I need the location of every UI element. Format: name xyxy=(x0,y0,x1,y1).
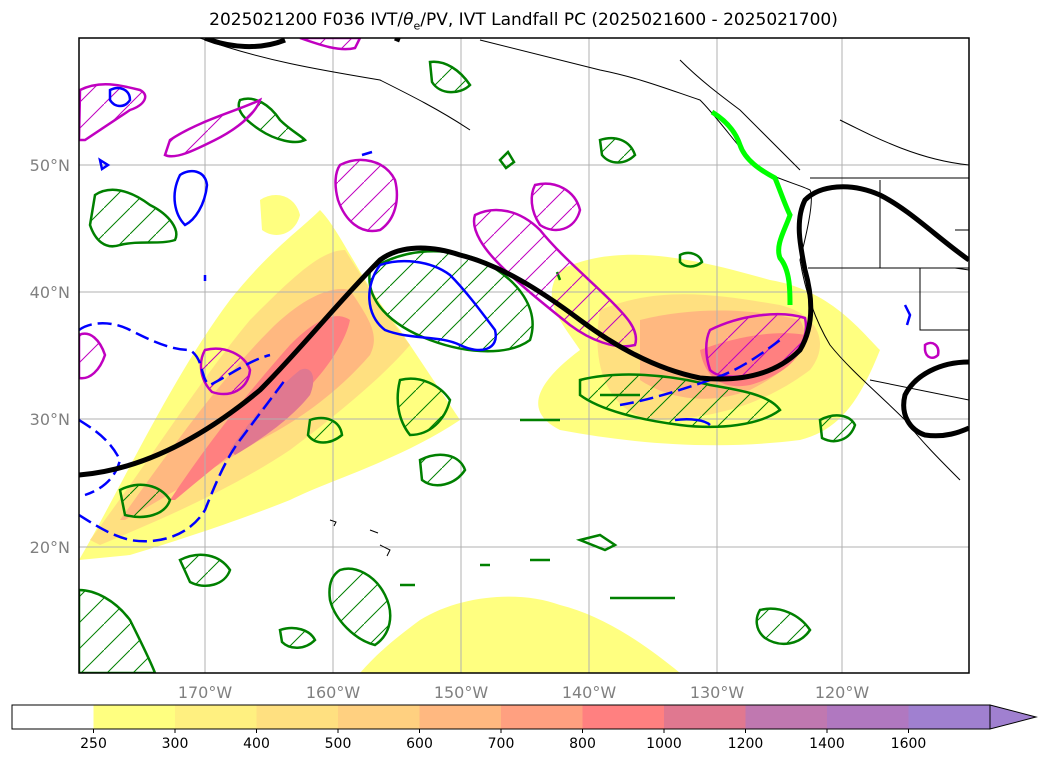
colorbar-tick-label: 250 xyxy=(80,736,107,752)
colorbar-tick-label: 1200 xyxy=(728,736,764,752)
colorbar-extend-arrow xyxy=(989,704,1038,730)
lon-label-140w: 140°W xyxy=(562,683,617,702)
colorbar-segment xyxy=(175,705,257,729)
colorbar-tick-label: 300 xyxy=(162,736,189,752)
map-area xyxy=(79,38,969,673)
landfall-line xyxy=(710,109,793,306)
colorbar-tick-label: 1600 xyxy=(891,736,927,752)
colorbar-segment xyxy=(827,705,909,729)
lat-label-20: 20°N xyxy=(30,538,70,557)
pv-contours-blue xyxy=(79,86,912,543)
lat-label-30: 30°N xyxy=(30,410,70,429)
colorbar-segment xyxy=(256,705,339,729)
lat-label-40: 40°N xyxy=(30,283,70,302)
colorbar-segment xyxy=(338,705,420,729)
colorbar-tick-label: 700 xyxy=(488,736,515,752)
colorbar-segment xyxy=(419,705,502,729)
colorbar-segment xyxy=(908,705,991,729)
coastlines xyxy=(199,38,969,557)
latitude-labels: 50°N 40°N 30°N 20°N xyxy=(30,156,70,557)
colorbar-segment xyxy=(93,705,176,729)
colorbar-tick-label: 400 xyxy=(243,736,270,752)
colorbar-tick-label: 1400 xyxy=(809,736,845,752)
colorbar-segment xyxy=(664,705,746,729)
colorbar-segment xyxy=(745,705,828,729)
lon-label-160w: 160°W xyxy=(306,683,361,702)
pv-contours-magenta xyxy=(79,38,940,396)
colorbar: 250 300 400 500 600 700 800 1000 1200 1400 1600 xyxy=(11,704,1038,752)
lon-label-170w: 170°W xyxy=(178,683,233,702)
map-frame xyxy=(78,37,970,674)
colorbar-tick-label: 500 xyxy=(325,736,352,752)
lon-label-150w: 150°W xyxy=(434,683,489,702)
lon-label-120w: 120°W xyxy=(815,683,870,702)
lat-label-50: 50°N xyxy=(30,156,70,175)
colorbar-segment xyxy=(12,705,94,729)
longitude-labels: 170°W 160°W 150°W 140°W 130°W 120°W xyxy=(178,683,870,702)
colorbar-tick-label: 1000 xyxy=(646,736,682,752)
map-title: 2025021200 F036 IVT/θe/PV, IVT Landfall … xyxy=(209,10,838,33)
colorbar-segment xyxy=(501,705,583,729)
colorbar-tick-label: 600 xyxy=(406,736,433,752)
colorbar-tick-label: 800 xyxy=(569,736,596,752)
lon-label-130w: 130°W xyxy=(690,683,745,702)
colorbar-segment xyxy=(582,705,665,729)
